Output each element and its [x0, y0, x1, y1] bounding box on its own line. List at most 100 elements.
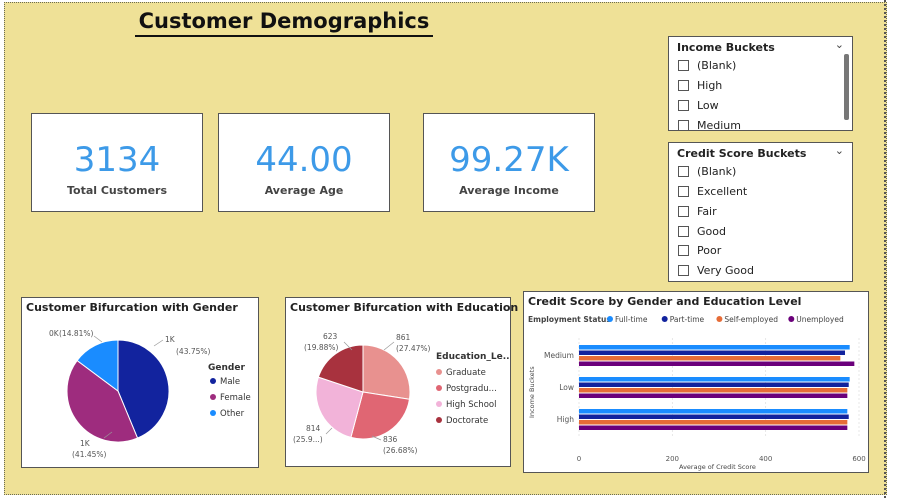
slice-pct-label: (43.75%): [176, 347, 211, 356]
slicer-item-very-good[interactable]: Very Good: [678, 261, 754, 279]
legend-marker: [436, 385, 442, 391]
chevron-down-icon[interactable]: ⌄: [834, 38, 844, 51]
legend-item[interactable]: Other: [220, 409, 245, 419]
slicer-item-good[interactable]: Good: [678, 222, 726, 240]
checkbox-icon[interactable]: [678, 79, 689, 91]
credit-score-buckets-slicer[interactable]: Credit Score Buckets ⌄ (Blank) Excellent…: [668, 142, 853, 282]
legend-item[interactable]: Graduate: [446, 368, 486, 378]
slicer-item-high[interactable]: High: [678, 76, 722, 94]
bar-high-part-time[interactable]: [579, 414, 849, 420]
slicer-item-blank[interactable]: (Blank): [678, 162, 736, 180]
checkbox-icon[interactable]: [678, 244, 689, 256]
slice-pct-label: (14.81%): [59, 329, 94, 338]
income-buckets-slicer[interactable]: Income Buckets ⌄ (Blank) High Low Medium: [668, 36, 853, 131]
checkbox-icon[interactable]: [678, 264, 689, 276]
category-label: Low: [559, 383, 574, 392]
credit-score-bar-chart[interactable]: Credit Score by Gender and Education Lev…: [523, 291, 869, 473]
pie-slices: [315, 344, 411, 440]
bar-medium-full-time[interactable]: [579, 345, 850, 350]
x-tick-label: 600: [852, 455, 865, 463]
legend-item[interactable]: Unemployed: [796, 315, 844, 324]
bar-low-unemployed[interactable]: [579, 393, 848, 399]
bar-low-self-employed[interactable]: [579, 388, 848, 393]
slicer-item-low[interactable]: Low: [678, 96, 719, 114]
legend-title: Gender: [208, 363, 245, 373]
pie-slice-doctorate[interactable]: [317, 344, 364, 393]
x-tick-label: 400: [759, 455, 772, 463]
kpi-value: 44.00: [255, 140, 353, 180]
gender-pie-chart[interactable]: Customer Bifurcation with Gender Gender …: [21, 297, 259, 468]
slice-pct-label: (27.47%): [396, 344, 431, 353]
kpi-card-total-customers[interactable]: 3134 Total Customers: [31, 113, 203, 212]
slicer-item-fair[interactable]: Fair: [678, 202, 717, 220]
kpi-value: 3134: [73, 140, 161, 180]
slicer-item-label: (Blank): [697, 164, 737, 178]
pie-slice-female[interactable]: [66, 359, 139, 443]
checkbox-icon[interactable]: [678, 99, 689, 111]
legend-marker: [210, 378, 216, 384]
pie-labels: 861 (27.47%) 623 (19.88%) 814 (25.9...) …: [293, 332, 431, 455]
legend-item[interactable]: Full-time: [615, 315, 648, 324]
bar-high-self-employed[interactable]: [579, 420, 848, 425]
slicer-item-label: Low: [697, 98, 719, 112]
slicer-item-label: Good: [697, 224, 726, 238]
pie-slice-other[interactable]: [76, 339, 119, 392]
slicer-item-label: Medium: [697, 118, 741, 131]
slice-value-label: 1K: [80, 439, 91, 448]
chevron-down-icon[interactable]: ⌄: [834, 144, 844, 157]
x-tick-labels: 0 200 400 600: [577, 455, 866, 463]
kpi-card-average-income[interactable]: 99.27K Average Income: [423, 113, 595, 212]
checkbox-icon[interactable]: [678, 59, 689, 71]
chart-title: Customer Bifurcation with Education Leve…: [290, 301, 555, 314]
y-axis-title: Income Buckets: [528, 366, 536, 418]
legend-title: Education_Le...: [436, 352, 510, 362]
legend: Male Female Other: [210, 377, 251, 419]
slicer-item-excellent[interactable]: Excellent: [678, 182, 747, 200]
category-labels: Medium Low High: [544, 351, 574, 424]
checkbox-icon[interactable]: [678, 225, 689, 237]
slicer-scrollbar[interactable]: [844, 54, 849, 120]
category-label: High: [557, 415, 574, 424]
slicer-title: Income Buckets: [677, 41, 775, 54]
pie-slices: [66, 339, 170, 443]
page-title: Customer Demographics: [135, 9, 433, 37]
bar-medium-unemployed[interactable]: [579, 361, 855, 367]
legend-item[interactable]: Postgradu...: [446, 384, 497, 394]
legend-item[interactable]: High School: [446, 400, 496, 410]
pie-slice-high-school[interactable]: [315, 376, 364, 439]
legend-item[interactable]: Male: [220, 377, 240, 387]
legend-marker: [436, 401, 442, 407]
legend-item[interactable]: Part-time: [670, 315, 705, 324]
slice-pct-label: (25.9...): [293, 435, 323, 444]
slicer-item-blank[interactable]: (Blank): [678, 56, 736, 74]
legend-item[interactable]: Self-employed: [724, 315, 778, 324]
pie-slice-male[interactable]: [117, 339, 170, 439]
legend-item[interactable]: Female: [220, 393, 251, 403]
x-tick-label: 200: [666, 455, 679, 463]
checkbox-icon[interactable]: [678, 185, 689, 197]
page-boundary: [884, 0, 886, 498]
bar-high-unemployed[interactable]: [579, 425, 848, 431]
legend-marker: [788, 316, 795, 322]
slicer-item-medium[interactable]: Medium: [678, 116, 741, 131]
legend-item[interactable]: Doctorate: [446, 416, 488, 426]
education-pie-chart[interactable]: Customer Bifurcation with Education Leve…: [285, 297, 555, 467]
pie-labels: 1K (43.75%) 0K (14.81%) 1K (41.45%): [49, 329, 211, 459]
pie-slice-postgradu-[interactable]: [350, 391, 411, 440]
bar-low-part-time[interactable]: [579, 382, 849, 388]
checkbox-icon[interactable]: [678, 165, 689, 177]
slicer-item-label: High: [697, 78, 723, 92]
slicer-item-poor[interactable]: Poor: [678, 241, 721, 259]
kpi-card-average-age[interactable]: 44.00 Average Age: [218, 113, 390, 212]
slice-value-label: 836: [383, 435, 398, 444]
bar-low-full-time[interactable]: [579, 377, 850, 382]
legend-marker: [661, 316, 668, 322]
bar-medium-self-employed[interactable]: [579, 356, 841, 361]
bar-high-full-time[interactable]: [579, 409, 848, 414]
bar-medium-part-time[interactable]: [579, 350, 845, 356]
leader-line: [343, 341, 353, 351]
checkbox-icon[interactable]: [678, 119, 689, 130]
checkbox-icon[interactable]: [678, 205, 689, 217]
pie-slice-graduate[interactable]: [362, 344, 411, 400]
legend: Full-time Part-time Self-employed Unemploye…: [607, 315, 844, 324]
